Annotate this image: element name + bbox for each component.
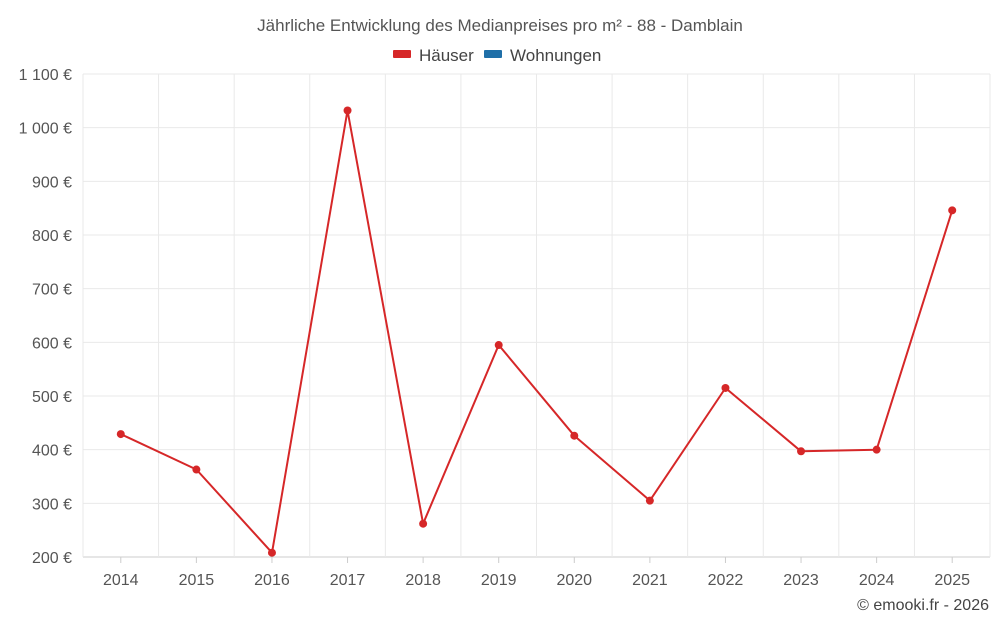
- y-tick-label: 600 €: [32, 335, 72, 352]
- gridlines: [82, 73, 991, 558]
- data-point-houses-2019[interactable]: [494, 341, 503, 350]
- x-tick-label: 2021: [632, 572, 668, 589]
- x-tick-label: 2020: [556, 572, 592, 589]
- y-tick-label: 800 €: [32, 228, 72, 245]
- data-point-houses-2024[interactable]: [872, 445, 881, 454]
- x-tick-label: 2023: [783, 572, 819, 589]
- chart-title: Jährliche Entwicklung des Medianpreises …: [257, 16, 743, 35]
- data-point-houses-2016[interactable]: [267, 548, 276, 557]
- y-axis: 200 € 300 € 400 € 500 € 600 € 700 € 800 € 900 €…: [19, 67, 72, 567]
- y-tick-label: 1 000 €: [19, 121, 72, 138]
- legend-label-houses: Häuser: [419, 46, 474, 65]
- x-tick-label: 2017: [330, 572, 366, 589]
- data-point-houses-2017[interactable]: [343, 106, 352, 115]
- data-point-houses-2022[interactable]: [721, 383, 730, 392]
- legend-swatch-houses: [393, 50, 411, 58]
- legend-item-apartments[interactable]: Wohnungen: [484, 46, 601, 65]
- credit-text: © emooki.fr - 2026: [857, 597, 989, 614]
- legend-label-apartments: Wohnungen: [510, 46, 601, 65]
- x-tick-label: 2019: [481, 572, 517, 589]
- x-tick-label: 2014: [103, 572, 139, 589]
- legend-item-houses[interactable]: Häuser: [393, 46, 474, 65]
- data-point-houses-2025[interactable]: [948, 206, 957, 215]
- x-tick-label: 2022: [708, 572, 744, 589]
- x-tick-label: 2015: [179, 572, 215, 589]
- x-tick-label: 2024: [859, 572, 895, 589]
- x-axis: 2014 2015 2016 2017 2018 2019 2020 2021 2022 2023…: [103, 557, 970, 589]
- y-tick-label: 500 €: [32, 389, 72, 406]
- data-point-houses-2020[interactable]: [570, 431, 579, 440]
- x-tick-label: 2018: [405, 572, 441, 589]
- data-point-houses-2015[interactable]: [192, 465, 201, 474]
- y-tick-label: 700 €: [32, 282, 72, 299]
- legend: Häuser Wohnungen: [393, 46, 601, 65]
- y-tick-label: 300 €: [32, 496, 72, 513]
- y-tick-label: 200 €: [32, 550, 72, 567]
- data-point-houses-2014[interactable]: [116, 430, 125, 439]
- x-tick-label: 2025: [934, 572, 970, 589]
- y-tick-label: 900 €: [32, 174, 72, 191]
- series-houses: [116, 106, 957, 557]
- series-line-houses: [120, 109, 954, 554]
- data-point-houses-2021[interactable]: [645, 496, 654, 505]
- y-tick-label: 400 €: [32, 443, 72, 460]
- legend-swatch-apartments: [484, 50, 502, 58]
- y-tick-label: 1 100 €: [19, 67, 72, 84]
- data-point-houses-2018[interactable]: [419, 519, 428, 528]
- x-tick-label: 2016: [254, 572, 290, 589]
- data-point-houses-2023[interactable]: [797, 447, 806, 456]
